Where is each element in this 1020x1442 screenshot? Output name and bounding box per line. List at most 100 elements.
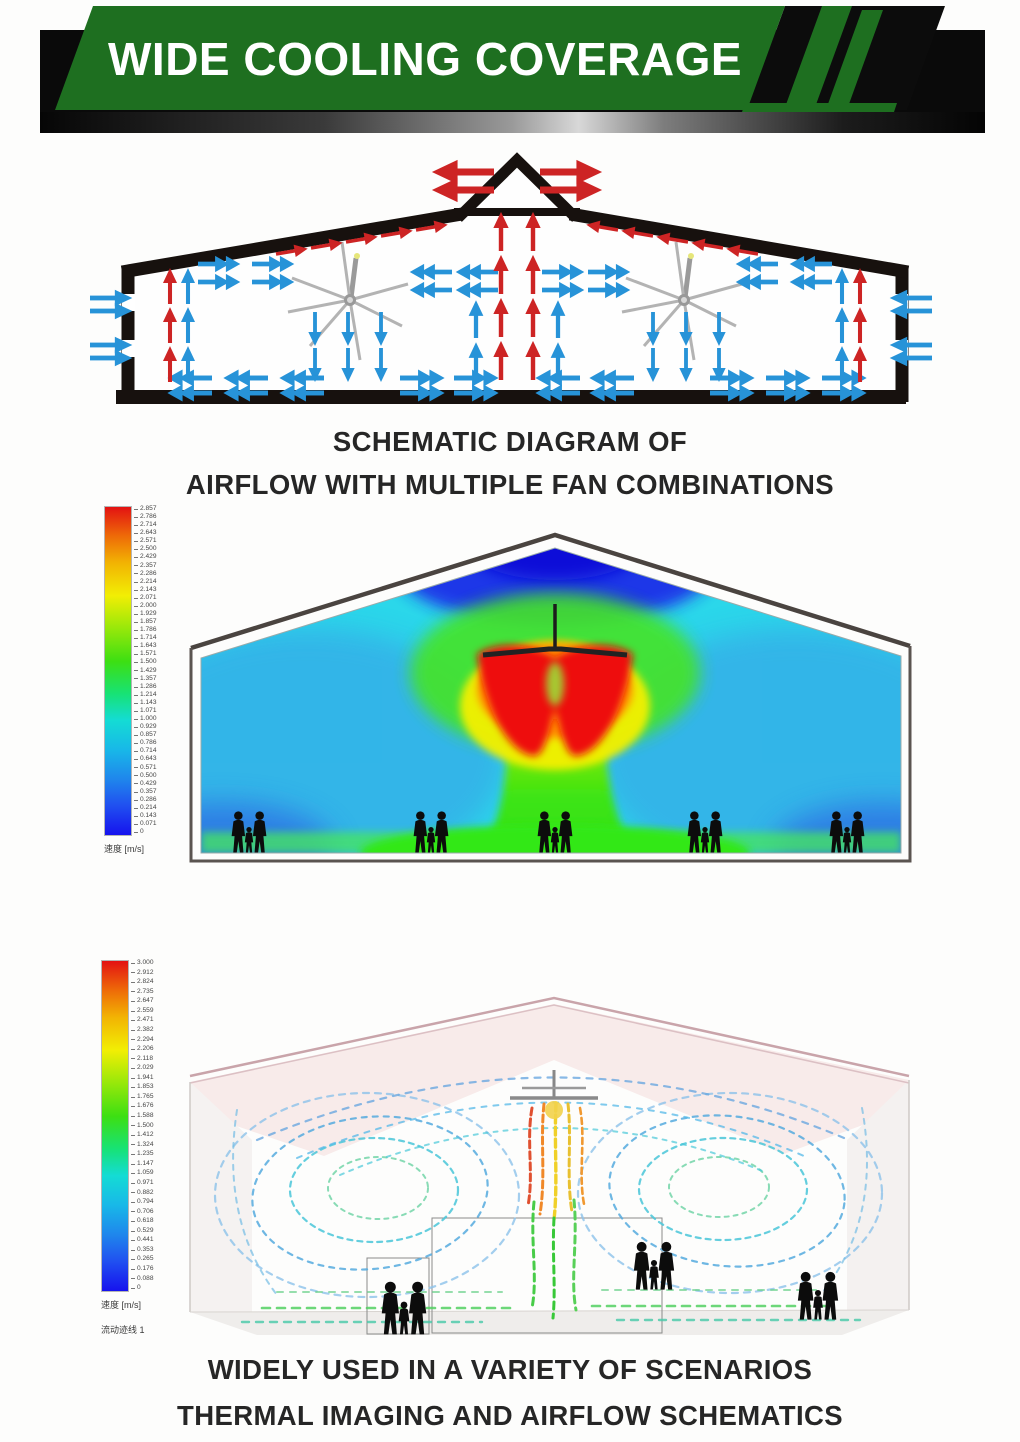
legend-tick: 3.000 — [131, 959, 154, 967]
legend-tick: 0.929 — [134, 724, 157, 731]
footer-caption: WIDELY USED IN A VARIETY OF SCENARIOS TH… — [0, 1347, 1020, 1439]
building-interior — [128, 160, 902, 397]
thermal-legend: 2.857 2.786 2.714 2.643 2.571 2.500 2.429 2.357… — [104, 505, 184, 855]
legend-tick: 1.214 — [134, 691, 157, 699]
legend-tick: 2.118 — [131, 1055, 154, 1063]
legend-tick: 0.071 — [134, 820, 157, 828]
legend-tick: 1.571 — [134, 651, 157, 658]
legend-tick: 0.286 — [134, 796, 157, 804]
legend-tick: 2.735 — [131, 988, 154, 996]
header-underline — [742, 103, 897, 112]
header-banner: WIDE COOLING COVERAGE — [40, 6, 985, 133]
legend-tick: 2.714 — [134, 522, 157, 529]
legend-tick: 0.714 — [134, 748, 157, 755]
legend-tick: 1.000 — [134, 715, 157, 723]
legend-tick: 0.214 — [134, 804, 157, 812]
legend-tick: 2.206 — [131, 1045, 154, 1053]
legend-tick: 0 — [131, 1285, 154, 1292]
legend-tick: 1.857 — [134, 618, 157, 626]
legend-tick: 0.357 — [134, 788, 157, 796]
legend-tick: 0.971 — [131, 1179, 154, 1187]
thermal-contour-plot — [189, 532, 912, 863]
thermal-legend-ticks: 2.857 2.786 2.714 2.643 2.571 2.500 2.429 2.357… — [134, 505, 157, 836]
legend-tick: 0.265 — [131, 1256, 154, 1263]
footer-caption-line1: WIDELY USED IN A VARIETY OF SCENARIOS — [207, 1354, 813, 1385]
legend-tick: 0.882 — [131, 1189, 154, 1197]
legend-tick: 0.143 — [134, 812, 157, 820]
legend-tick: 1.500 — [134, 659, 157, 666]
legend-tick: 1.429 — [134, 667, 157, 675]
legend-tick: 0.794 — [131, 1198, 154, 1206]
legend-tick: 1.643 — [134, 643, 157, 650]
legend-tick: 2.643 — [134, 530, 157, 537]
streamline-legend-subtitle: 流动迹线 1 — [101, 1325, 145, 1335]
footer-caption-line2: THERMAL IMAGING AND AIRFLOW SCHEMATICS — [177, 1400, 843, 1431]
legend-tick: 2.286 — [134, 570, 157, 578]
legend-tick: 0.706 — [131, 1208, 154, 1216]
legend-tick: 1.714 — [134, 635, 157, 642]
streamline-plot — [189, 996, 910, 1335]
legend-tick: 2.857 — [134, 505, 157, 513]
legend-tick: 1.588 — [131, 1112, 154, 1120]
streamline-legend-title: 速度 [m/s] — [101, 1300, 141, 1310]
header-metal-strip — [40, 112, 985, 133]
legend-tick: 0.786 — [134, 740, 157, 747]
legend-tick: 2.000 — [134, 602, 157, 610]
legend-tick: 1.500 — [131, 1122, 154, 1130]
legend-tick: 2.357 — [134, 562, 157, 570]
thermal-wall-outline — [189, 646, 912, 863]
legend-tick: 2.429 — [134, 554, 157, 561]
legend-tick: 1.412 — [131, 1132, 154, 1139]
legend-tick: 2.471 — [131, 1017, 154, 1024]
legend-tick: 1.147 — [131, 1160, 154, 1168]
legend-tick: 0.643 — [134, 756, 157, 763]
legend-tick: 1.357 — [134, 675, 157, 683]
room-shell — [189, 996, 910, 1335]
streamline-legend-ticks: 3.000 2.912 2.824 2.735 2.647 2.559 2.471 2.382… — [131, 959, 154, 1292]
legend-tick: 0 — [134, 829, 157, 836]
legend-tick: 1.235 — [131, 1151, 154, 1158]
legend-tick: 2.571 — [134, 538, 157, 545]
legend-tick: 1.059 — [131, 1170, 154, 1177]
legend-tick: 1.676 — [131, 1103, 154, 1110]
legend-tick: 2.559 — [131, 1007, 154, 1015]
legend-tick: 2.500 — [134, 546, 157, 553]
legend-tick: 2.912 — [131, 969, 154, 977]
thermal-inner-outline — [200, 547, 902, 854]
legend-tick: 0.529 — [131, 1227, 154, 1235]
legend-tick: 1.071 — [134, 707, 157, 715]
header-green-plate — [55, 6, 785, 110]
legend-tick: 0.441 — [131, 1237, 154, 1244]
streamline-legend-colorbar — [101, 960, 129, 1292]
legend-tick: 2.294 — [131, 1036, 154, 1044]
page-title: WIDE COOLING COVERAGE — [108, 33, 742, 85]
schematic-caption-line1: SCHEMATIC DIAGRAM OF — [332, 426, 688, 457]
legend-tick: 0.176 — [131, 1265, 154, 1273]
airflow-schematic — [90, 152, 932, 404]
legend-tick: 1.853 — [131, 1084, 154, 1091]
thermal-field — [201, 548, 901, 853]
header-stripe-1 — [784, 6, 852, 110]
legend-tick: 0.429 — [134, 780, 157, 788]
thermal-legend-colorbar — [104, 506, 132, 836]
legend-tick: 0.857 — [134, 732, 157, 739]
streamline-fan — [510, 1070, 598, 1119]
legend-tick: 2.786 — [134, 513, 157, 521]
thermal-roof-outline — [190, 532, 911, 651]
legend-tick: 2.824 — [131, 979, 154, 986]
thermal-legend-title: 速度 [m/s] — [104, 844, 144, 854]
legend-tick: 2.143 — [134, 586, 157, 594]
legend-tick: 1.941 — [131, 1074, 154, 1082]
legend-tick: 1.324 — [131, 1141, 154, 1149]
legend-tick: 2.382 — [131, 1026, 154, 1034]
legend-tick: 1.286 — [134, 683, 157, 691]
legend-tick: 1.786 — [134, 627, 157, 634]
schematic-caption: SCHEMATIC DIAGRAM OF AIRFLOW WITH MULTIP… — [0, 420, 1020, 506]
legend-tick: 0.571 — [134, 764, 157, 772]
legend-tick: 0.500 — [134, 772, 157, 780]
streamline-legend: 3.000 2.912 2.824 2.735 2.647 2.559 2.471 2.382… — [101, 959, 183, 1336]
legend-tick: 1.143 — [134, 699, 157, 707]
schematic-caption-line2: AIRFLOW WITH MULTIPLE FAN COMBINATIONS — [185, 469, 835, 500]
legend-tick: 2.647 — [131, 998, 154, 1005]
